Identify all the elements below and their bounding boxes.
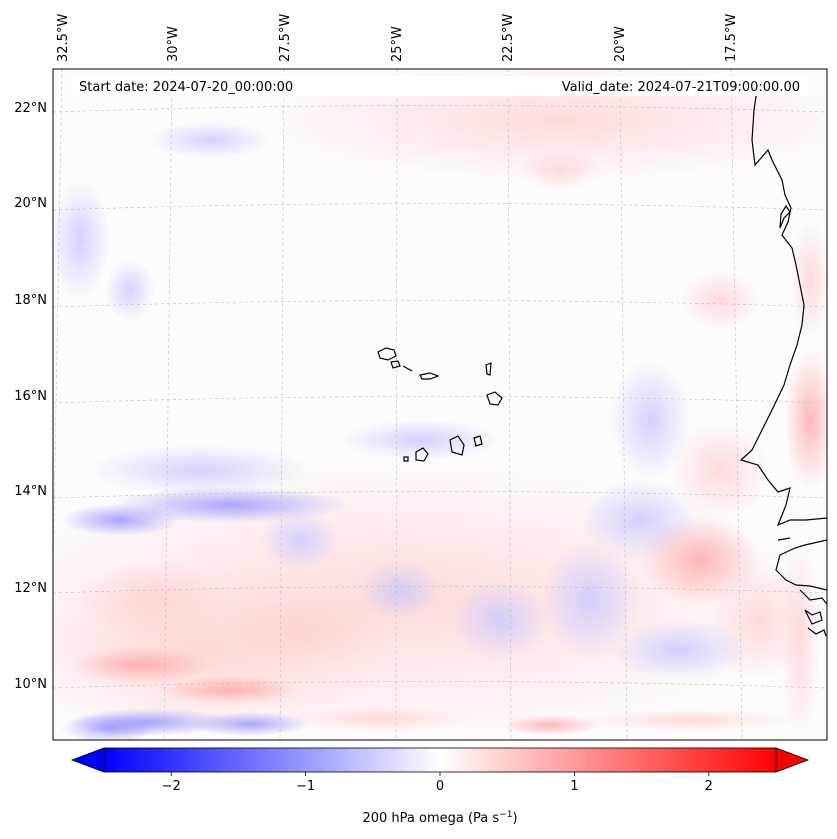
colorbar-label: 200 hPa omega (Pa s−1)	[362, 810, 517, 826]
lat-label: 20°N	[14, 196, 47, 211]
colorbar-ticks: −2 −1 0 1 2	[162, 772, 713, 794]
colorbar-extend-min	[70, 747, 105, 773]
valid-date-label: Valid_date: 2024-07-21T09:00:00.00	[562, 80, 800, 95]
colorbar-gradient	[103, 747, 777, 773]
colorbar-tick-label: 0	[436, 779, 444, 794]
lat-label: 18°N	[14, 293, 47, 308]
lat-label: 16°N	[14, 389, 47, 404]
colorbar-label-sup: −1	[499, 810, 512, 820]
colorbar-label-end: )	[512, 811, 517, 826]
lon-label: 32.5°W	[56, 14, 71, 62]
info-box	[72, 76, 808, 96]
lat-label: 10°N	[14, 677, 47, 692]
colorbar-tick-label: 1	[570, 779, 578, 794]
lon-label: 17.5°W	[724, 14, 739, 62]
lat-label: 12°N	[14, 581, 47, 596]
coastline	[377, 89, 827, 637]
colorbar-extend-max	[775, 747, 810, 773]
colorbar-label-main: 200 hPa omega (Pa s	[362, 811, 499, 826]
colorbar-tick-label: −1	[296, 779, 315, 794]
lon-label: 25°W	[390, 26, 405, 62]
lat-label: 14°N	[14, 484, 47, 499]
lon-label: 22.5°W	[501, 14, 516, 62]
lon-label: 30°W	[166, 26, 181, 62]
lon-label: 27.5°W	[278, 14, 293, 62]
lat-label: 22°N	[14, 101, 47, 116]
omega-field	[53, 69, 827, 740]
latitude-labels: 22°N 20°N 18°N 16°N 14°N 12°N 10°N	[14, 101, 47, 692]
colorbar-tick-label: 2	[705, 779, 713, 794]
longitude-labels: 32.5°W 30°W 27.5°W 25°W 22.5°W 20°W 17.5…	[56, 14, 739, 62]
lon-label: 20°W	[613, 26, 628, 62]
map-frame	[52, 68, 828, 741]
graticule	[53, 69, 827, 740]
colorbar: −2 −1 0 1 2 200 hPa omega (Pa s−1)	[70, 747, 810, 826]
start-date-label: Start date: 2024-07-20_00:00:00	[79, 80, 293, 95]
colorbar-tick-label: −2	[162, 779, 181, 794]
